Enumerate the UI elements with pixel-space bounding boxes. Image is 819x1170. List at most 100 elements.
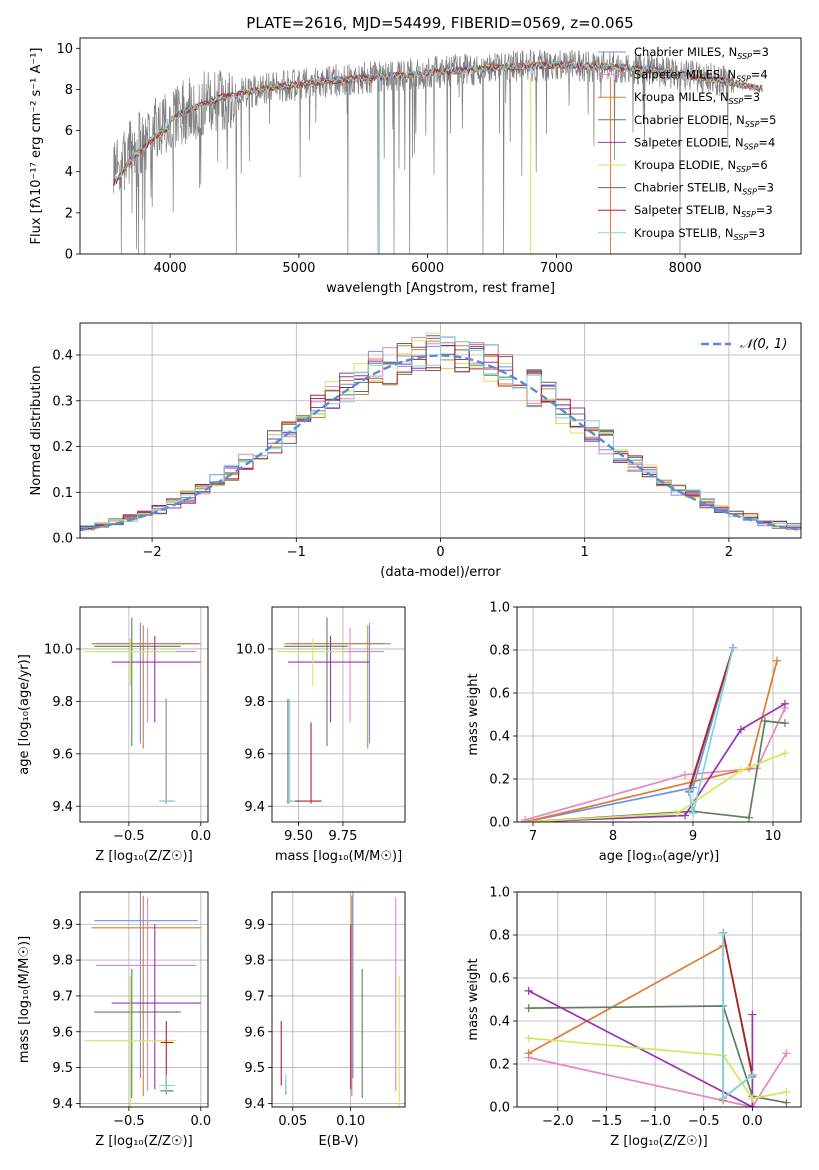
y-tick-label: 0.0 <box>489 816 510 831</box>
weight-marker <box>681 811 689 820</box>
legend-entry: Chabrier STELIB, NSSP=3 <box>634 181 774 197</box>
x-tick-label: 1 <box>581 545 589 560</box>
y-tick-label: 9.9 <box>244 918 265 933</box>
axes-frame-group: 9.50 9.75 9.4 9.6 9.8 10.0 mass [log₁₀(M/M☉)] <box>236 606 406 864</box>
x-tick-label: 10 <box>765 829 782 844</box>
x-tick-label: 9.50 <box>284 829 313 844</box>
x-tick-label: 0.0 <box>742 1114 763 1129</box>
x-tick-label: 0.0 <box>190 1114 211 1129</box>
y-tick-label: 9.8 <box>52 954 73 969</box>
x-tick-label: −2 <box>143 545 162 560</box>
x-axis-label: wavelength [Angstrom, rest frame] <box>326 281 555 296</box>
x-axis-label: Z [log₁₀(Z/Z☉)] <box>95 1134 192 1149</box>
x-tick-label: −0.5 <box>688 1114 720 1129</box>
x-tick-label: 0.0 <box>190 829 211 844</box>
y-tick-label: 10.0 <box>236 642 265 657</box>
y-tick-label: 0.6 <box>489 687 510 702</box>
x-tick-label: 8000 <box>669 261 702 276</box>
weight-marker <box>761 716 769 725</box>
x-tick-label: 6000 <box>411 261 444 276</box>
y-tick-label: 0 <box>65 248 73 263</box>
axes-frame-group: −2 −1 0 1 2 0.0 0.1 0.2 0.3 0.4 (data-model)/error… <box>29 322 802 580</box>
x-tick-label: −0.5 <box>113 1114 145 1129</box>
weight-marker <box>719 928 728 937</box>
weight-marker <box>673 809 681 818</box>
y-tick-label: 10.0 <box>44 642 73 657</box>
weight-marker <box>524 1034 533 1043</box>
weight-line-7 <box>688 647 734 791</box>
axes-frame <box>79 37 802 255</box>
weight-marker <box>737 725 745 734</box>
x-tick-label: −1.5 <box>591 1114 623 1129</box>
legend-normal-label: 𝒩(0, 1) <box>740 337 787 352</box>
axes-frame-group: −0.5 0.0 9.4 9.5 9.6 9.7 9.8 9.9 Z [log₁₀(Z/Z☉)]… <box>17 891 211 1149</box>
axes-frame-group: −2.0 −1.5 −1.0 −0.5 0.0 0.0 0.2 0.4 0.6 0.8 1.0 Z [… <box>466 886 802 1149</box>
weight-marker <box>524 986 533 995</box>
weight-marker <box>782 1098 791 1107</box>
y-axis-label: mass [log₁₀(M/M☉)] <box>17 936 32 1063</box>
weight-marker <box>748 1070 757 1079</box>
weight-line-7 <box>722 932 754 1075</box>
y-tick-label: 9.6 <box>52 1025 73 1040</box>
y-tick-label: 10 <box>56 42 73 57</box>
legend-entry: Chabrier ELODIE, NSSP=5 <box>634 113 776 129</box>
weight-marker <box>685 785 693 794</box>
y-tick-label: 9.4 <box>244 800 265 815</box>
weight-marker <box>782 1049 791 1058</box>
plot-area <box>521 643 789 822</box>
plot-area <box>84 892 201 1107</box>
weight-line-8 <box>688 647 734 814</box>
mass-vs-ebv-panel: 0.05 0.10 9.4 9.5 9.6 9.7 9.8 9.9 E(B-V) <box>244 891 406 1149</box>
y-tick-label: 6 <box>65 124 73 139</box>
weight-marker <box>681 770 689 779</box>
plot-area <box>280 892 400 1107</box>
axes-frame <box>271 606 406 823</box>
y-tick-label: 9.7 <box>244 989 265 1004</box>
y-tick-label: 0.4 <box>489 1015 510 1030</box>
y-tick-label: 0.4 <box>489 730 510 745</box>
y-axis-label: Normed distribution <box>29 366 44 496</box>
observed-spectrum <box>113 49 735 254</box>
weight-marker <box>781 719 789 728</box>
weight-marker <box>748 1094 757 1103</box>
y-tick-label: 9.8 <box>244 954 265 969</box>
y-tick-label: 9.4 <box>244 1097 265 1112</box>
y-axis-label: Flux [fλ10⁻¹⁷ erg cm⁻² s⁻¹ A⁻¹] <box>29 48 44 245</box>
axes-frame <box>79 891 209 1108</box>
y-tick-label: 9.6 <box>244 1025 265 1040</box>
y-tick-label: 1.0 <box>489 886 510 901</box>
spectrum-legend: Chabrier MILES, NSSP=3 Salpeter MILES, NS… <box>598 45 776 242</box>
axes-frame-group: 7 8 9 10 0.0 0.2 0.4 0.6 0.8 1.0 age [log₁₀(age/yr… <box>466 601 802 864</box>
x-tick-label: 0.05 <box>278 1114 307 1129</box>
plot-area <box>524 928 791 1107</box>
y-tick-label: 9.5 <box>244 1061 265 1076</box>
y-axis-label: mass weight <box>466 958 481 1040</box>
mass-vs-metallicity-panel: −0.5 0.0 9.4 9.5 9.6 9.7 9.8 9.9 Z [log₁₀(Z/Z☉)]… <box>17 891 211 1149</box>
weight-marker <box>719 1094 728 1103</box>
y-tick-label: 9.4 <box>52 800 73 815</box>
x-tick-label: −1 <box>287 545 306 560</box>
x-tick-label: −2.0 <box>542 1114 574 1129</box>
x-axis-label: Z [log₁₀(Z/Z☉)] <box>610 1134 707 1149</box>
axes-frame-group: 4000 5000 6000 7000 8000 0 2 4 6 8 10 wavelength [A… <box>29 37 802 296</box>
axes-frame-group: 0.05 0.10 9.4 9.5 9.6 9.7 9.8 9.9 E(B-V) <box>244 891 406 1149</box>
weight-marker <box>524 1004 533 1013</box>
legend-entry: Salpeter MILES, NSSP=4 <box>634 68 768 84</box>
y-tick-label: 0.8 <box>489 644 510 659</box>
plot-area <box>277 617 391 804</box>
spectrum-panel: 4000 5000 6000 7000 8000 0 2 4 6 8 10 wavelength [A… <box>29 37 802 296</box>
weight-marker <box>773 656 781 665</box>
legend-entry: Kroupa MILES, NSSP=3 <box>634 90 760 106</box>
y-tick-label: 9.4 <box>52 1097 73 1112</box>
x-tick-label: 7 <box>529 829 537 844</box>
weight-vs-age-panel: 7 8 9 10 0.0 0.2 0.4 0.6 0.8 1.0 age [log₁₀(age/yr… <box>466 601 802 864</box>
legend-entry: Salpeter ELODIE, NSSP=4 <box>634 135 775 151</box>
y-tick-label: 9.6 <box>52 747 73 762</box>
weight-marker <box>521 818 529 822</box>
x-tick-label: 8 <box>609 829 617 844</box>
x-tick-label: 2 <box>725 545 733 560</box>
x-tick-label: −0.5 <box>113 829 145 844</box>
residuals-panel: −2 −1 0 1 2 0.0 0.1 0.2 0.3 0.4 (data-model)/error… <box>29 322 802 580</box>
x-axis-label: mass [log₁₀(M/M☉)] <box>275 849 402 864</box>
